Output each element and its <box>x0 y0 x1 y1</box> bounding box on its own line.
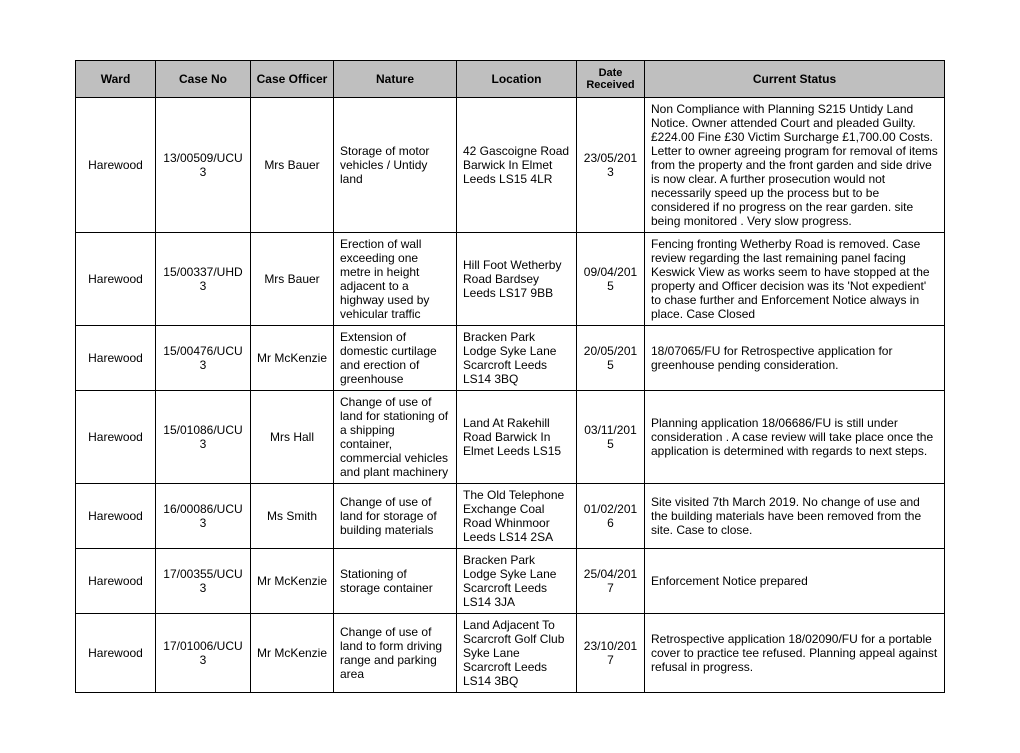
cell-officer: Ms Smith <box>251 484 334 549</box>
cell-location: Land Adjacent To Scarcroft Golf Club Syk… <box>457 614 577 693</box>
table-row: Harewood15/00337/UHD3Mrs BauerErection o… <box>76 233 945 326</box>
cell-date: 01/02/2016 <box>577 484 645 549</box>
cell-caseNo: 15/00337/UHD3 <box>156 233 251 326</box>
cell-nature: Erection of wall exceeding one metre in … <box>334 233 457 326</box>
table-row: Harewood15/00476/UCU3Mr McKenzieExtensio… <box>76 326 945 391</box>
col-header-date-received: Date Received <box>577 61 645 98</box>
cell-officer: Mrs Bauer <box>251 98 334 233</box>
cell-officer: Mr McKenzie <box>251 326 334 391</box>
cell-location: Bracken Park Lodge Syke Lane Scarcroft L… <box>457 326 577 391</box>
col-header-ward: Ward <box>76 61 156 98</box>
cell-location: Land At Rakehill Road Barwick In Elmet L… <box>457 391 577 484</box>
col-header-case-officer: Case Officer <box>251 61 334 98</box>
cell-date: 25/04/2017 <box>577 549 645 614</box>
cell-nature: Stationing of storage container <box>334 549 457 614</box>
cell-ward: Harewood <box>76 98 156 233</box>
cell-status: 18/07065/FU for Retrospective applicatio… <box>645 326 945 391</box>
table-row: Harewood13/00509/UCU3Mrs BauerStorage of… <box>76 98 945 233</box>
cell-caseNo: 17/00355/UCU3 <box>156 549 251 614</box>
cell-caseNo: 13/00509/UCU3 <box>156 98 251 233</box>
cell-ward: Harewood <box>76 233 156 326</box>
cell-date: 20/05/2015 <box>577 326 645 391</box>
cell-ward: Harewood <box>76 614 156 693</box>
cell-nature: Storage of motor vehicles / Untidy land <box>334 98 457 233</box>
table-row: Harewood17/01006/UCU3Mr McKenzieChange o… <box>76 614 945 693</box>
cell-officer: Mrs Bauer <box>251 233 334 326</box>
cell-ward: Harewood <box>76 326 156 391</box>
cell-location: Bracken Park Lodge Syke Lane Scarcroft L… <box>457 549 577 614</box>
cell-status: Site visited 7th March 2019. No change o… <box>645 484 945 549</box>
cell-caseNo: 15/00476/UCU3 <box>156 326 251 391</box>
cell-ward: Harewood <box>76 484 156 549</box>
header-row: Ward Case No Case Officer Nature Locatio… <box>76 61 945 98</box>
cell-date: 23/05/2013 <box>577 98 645 233</box>
cell-nature: Change of use of land to form driving ra… <box>334 614 457 693</box>
cell-nature: Change of use of land for stationing of … <box>334 391 457 484</box>
cell-status: Retrospective application 18/02090/FU fo… <box>645 614 945 693</box>
col-header-case-no: Case No <box>156 61 251 98</box>
cell-officer: Mrs Hall <box>251 391 334 484</box>
cell-nature: Change of use of land for storage of bui… <box>334 484 457 549</box>
cell-officer: Mr McKenzie <box>251 549 334 614</box>
cell-status: Fencing fronting Wetherby Road is remove… <box>645 233 945 326</box>
cell-date: 09/04/2015 <box>577 233 645 326</box>
cell-status: Non Compliance with Planning S215 Untidy… <box>645 98 945 233</box>
cell-ward: Harewood <box>76 549 156 614</box>
cell-nature: Extension of domestic curtilage and erec… <box>334 326 457 391</box>
cases-table: Ward Case No Case Officer Nature Locatio… <box>75 60 945 693</box>
cell-caseNo: 15/01086/UCU3 <box>156 391 251 484</box>
cell-date: 23/10/2017 <box>577 614 645 693</box>
table-row: Harewood16/00086/UCU3Ms SmithChange of u… <box>76 484 945 549</box>
cell-caseNo: 17/01006/UCU3 <box>156 614 251 693</box>
cell-status: Enforcement Notice prepared <box>645 549 945 614</box>
table-row: Harewood15/01086/UCU3Mrs HallChange of u… <box>76 391 945 484</box>
cell-status: Planning application 18/06686/FU is stil… <box>645 391 945 484</box>
table-row: Harewood17/00355/UCU3Mr McKenzieStationi… <box>76 549 945 614</box>
cell-date: 03/11/2015 <box>577 391 645 484</box>
table-body: Harewood13/00509/UCU3Mrs BauerStorage of… <box>76 98 945 693</box>
cell-location: The Old Telephone Exchange Coal Road Whi… <box>457 484 577 549</box>
cell-location: 42 Gascoigne Road Barwick In Elmet Leeds… <box>457 98 577 233</box>
cell-caseNo: 16/00086/UCU3 <box>156 484 251 549</box>
cell-location: Hill Foot Wetherby Road Bardsey Leeds LS… <box>457 233 577 326</box>
col-header-location: Location <box>457 61 577 98</box>
col-header-nature: Nature <box>334 61 457 98</box>
col-header-current-status: Current Status <box>645 61 945 98</box>
cell-officer: Mr McKenzie <box>251 614 334 693</box>
cell-ward: Harewood <box>76 391 156 484</box>
